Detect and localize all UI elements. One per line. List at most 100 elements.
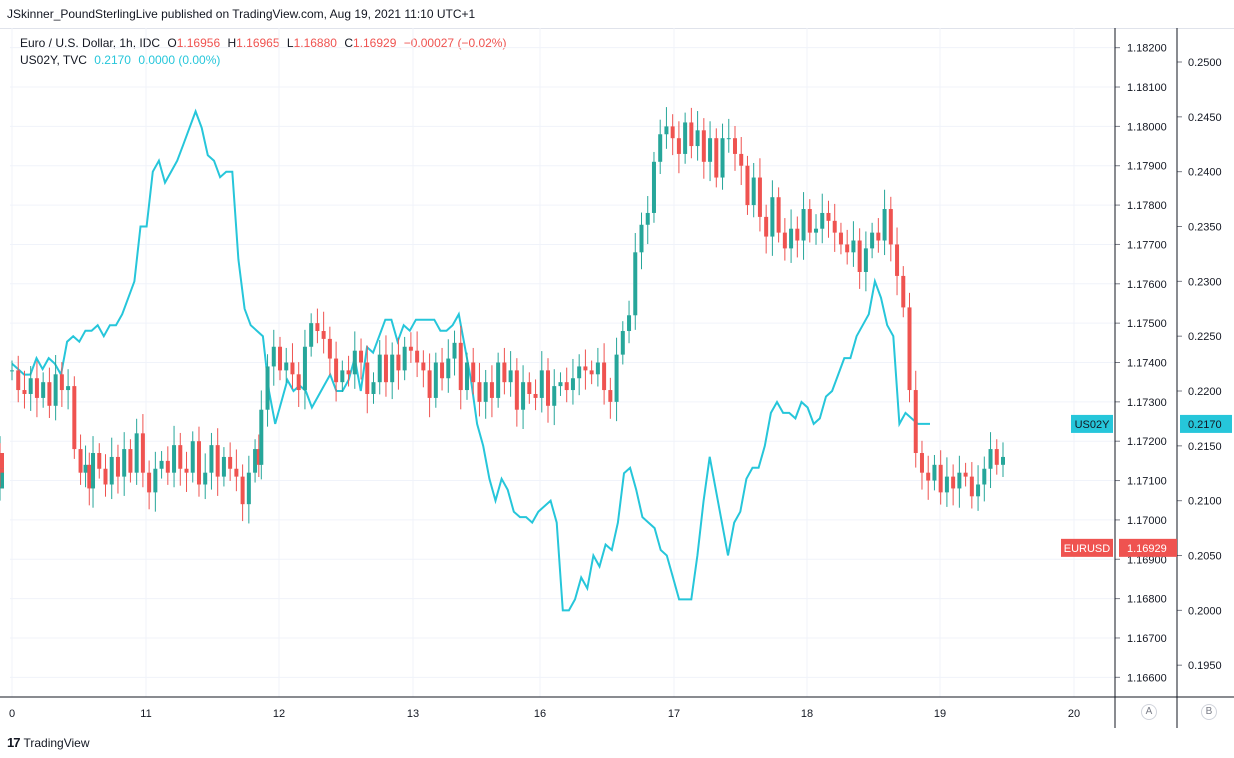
candle-body: [433, 362, 438, 398]
legend-compare-row[interactable]: US02Y, TVC 0.2170 0.0000 (0.00%): [20, 52, 510, 69]
yield-tick-label: 0.2350: [1188, 222, 1222, 234]
legend-compare-change: 0.0000 (0.00%): [138, 53, 221, 67]
candle-body: [496, 362, 501, 398]
candle-body: [838, 232, 843, 245]
candle-body: [0, 468, 4, 473]
candle-body: [87, 464, 92, 489]
candle-body: [776, 197, 781, 233]
candle-body: [527, 382, 532, 394]
candle-body: [147, 472, 152, 493]
candle-body: [365, 362, 370, 394]
legend-main-symbol: Euro / U.S. Dollar, 1h, IDC: [20, 36, 161, 50]
candle-body: [595, 362, 600, 375]
candle-body: [539, 370, 544, 398]
candle-body: [377, 354, 382, 383]
publisher-text: JSkinner_PoundSterlingLive published on …: [7, 7, 476, 21]
scale-a-button[interactable]: A: [1141, 704, 1157, 720]
candle-body: [577, 366, 582, 379]
candle-body: [726, 138, 731, 140]
candle-body: [882, 209, 887, 241]
candle-body: [59, 374, 64, 391]
tradingview-logo-icon: 17: [7, 735, 21, 750]
legend-close-value: 1.16929: [352, 36, 397, 50]
x-tick-label: 16: [534, 708, 546, 720]
price-tick-label: 1.17200: [1127, 436, 1167, 448]
candle-body: [334, 358, 339, 383]
price-tick-label: 1.17600: [1127, 279, 1167, 291]
candle-body: [471, 362, 476, 383]
candle-body: [134, 433, 139, 473]
yield-tick-label: 0.2450: [1188, 112, 1222, 124]
candle-body: [845, 244, 850, 253]
price-tick-label: 1.17700: [1127, 239, 1167, 251]
candle-body: [240, 476, 245, 505]
candle-body: [751, 177, 756, 206]
candle-body: [814, 228, 819, 233]
candle-body: [919, 453, 924, 473]
candle-body: [583, 366, 588, 371]
candle-body: [570, 378, 575, 391]
candle-body: [408, 346, 413, 351]
price-tick-label: 1.17300: [1127, 397, 1167, 409]
candle-body: [639, 224, 644, 253]
candle-body: [782, 232, 787, 249]
price-tick-label: 1.17400: [1127, 358, 1167, 370]
us02y-value-text: 0.2170: [1188, 419, 1222, 431]
candle-body: [72, 386, 77, 450]
candle-body: [128, 449, 133, 473]
candle-body: [16, 370, 21, 391]
candle-body: [558, 382, 563, 387]
price-tick-label: 1.18200: [1127, 43, 1167, 55]
candle-body: [83, 464, 88, 473]
candle-body: [801, 209, 806, 241]
candle-body: [234, 468, 239, 477]
yield-tick-label: 0.2500: [1188, 57, 1222, 69]
candle-body: [627, 315, 632, 332]
candle-body: [203, 472, 208, 485]
candle-body: [614, 354, 619, 402]
price-tick-label: 1.16700: [1127, 633, 1167, 645]
candle-body: [296, 374, 301, 391]
footer-brand[interactable]: 17 TradingView: [7, 735, 90, 750]
candle-body: [290, 362, 295, 375]
candle-body: [533, 393, 538, 398]
legend-high-label: H: [227, 36, 237, 50]
candle-body: [246, 472, 251, 505]
price-tick-label: 1.18000: [1127, 121, 1167, 133]
candle-body: [140, 433, 145, 473]
candle-body: [196, 441, 201, 485]
legend-main-row[interactable]: Euro / U.S. Dollar, 1h, IDC O1.16956 H1.…: [20, 35, 510, 52]
candle-body: [489, 382, 494, 398]
candle-body: [47, 382, 52, 406]
candle-body: [153, 468, 158, 493]
candle-body: [633, 252, 638, 316]
candle-body: [620, 331, 625, 355]
candle-body: [215, 445, 220, 477]
price-tick-label: 1.17100: [1127, 476, 1167, 488]
candle-body: [221, 456, 226, 477]
candle-body: [41, 382, 46, 398]
candle-body: [720, 138, 725, 178]
x-tick-label: 20: [1068, 708, 1080, 720]
x-tick-label: 11: [140, 708, 151, 720]
candle-body: [396, 354, 401, 371]
candle-body: [477, 382, 482, 402]
candle-body: [658, 134, 663, 162]
x-tick-label: 13: [407, 708, 419, 720]
candle-body: [91, 453, 96, 489]
legend-compare-value: 0.2170: [94, 53, 131, 67]
candle-body: [178, 445, 183, 469]
candle-body: [589, 370, 594, 375]
eurusd-label-badge: [1061, 538, 1113, 557]
candle-body: [359, 350, 364, 363]
candle-body: [452, 342, 457, 359]
candle-body: [415, 350, 420, 363]
chart-legend: Euro / U.S. Dollar, 1h, IDC O1.16956 H1.…: [20, 35, 510, 69]
yield-tick-label: 0.2200: [1188, 386, 1222, 398]
candle-body: [259, 409, 264, 465]
candle-body: [689, 122, 694, 147]
scale-b-button[interactable]: B: [1201, 704, 1217, 720]
candle-body: [115, 456, 120, 477]
candle-body: [228, 456, 233, 469]
